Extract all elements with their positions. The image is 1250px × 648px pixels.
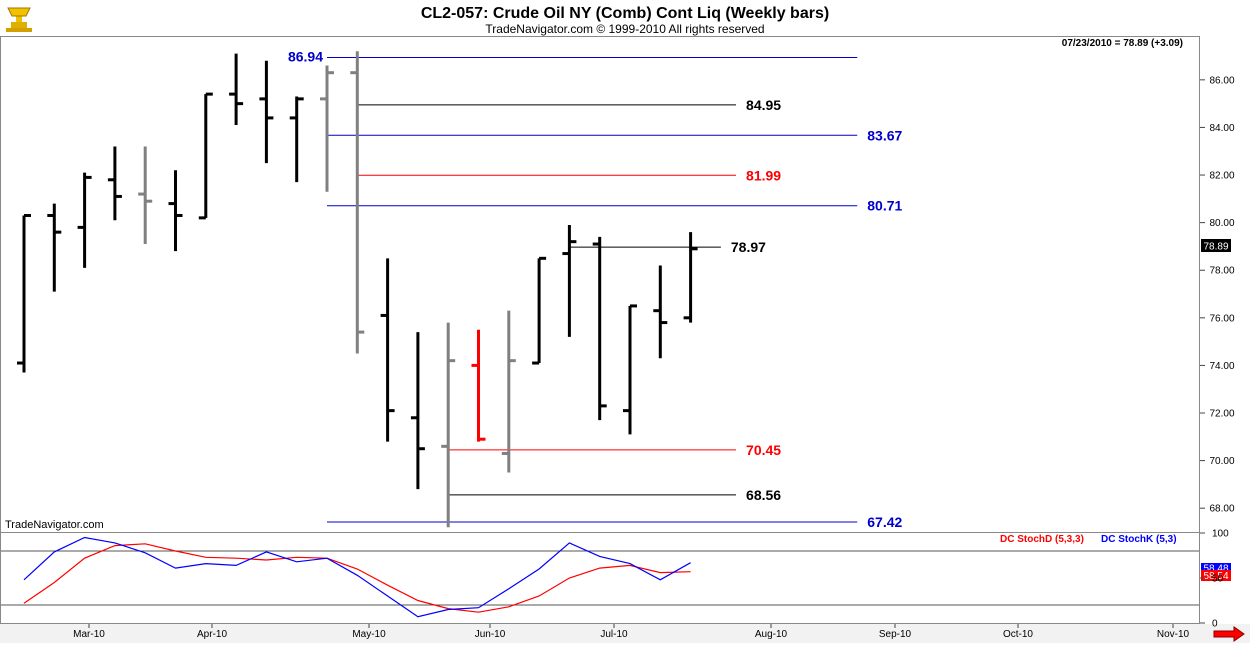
svg-text:78.89: 78.89 [1203,242,1228,253]
price-axis-label: 76.00 [1209,313,1234,324]
ohlc-bar [501,310,516,473]
date-axis-label: Oct-10 [1003,629,1033,640]
ohlc-bar [168,170,183,252]
date-axis-label: Jul-10 [600,629,628,640]
ohlc-bar [592,236,607,421]
level-label: 84.95 [746,97,781,113]
price-axis-label: 78.00 [1209,266,1234,277]
price-axis-label: 80.00 [1209,218,1234,229]
stoch-legend-k: DC StochK (5,3) [1101,534,1177,545]
levels-layer: 86.94 84.95 83.67 81.99 80.71 78.97 70.45 68.56… [288,48,903,530]
stoch-panel-border [0,532,1200,624]
price-axis-label: 84.00 [1209,123,1234,134]
ohlc-bar [289,96,304,183]
ohlc-bar [471,329,486,442]
bars-layer [17,51,698,528]
price-axis-label: 86.00 [1209,75,1234,86]
scroll-right-arrow-icon[interactable] [1213,626,1245,642]
ohlc-bar [623,304,637,435]
stoch-axis-label: 50 [1212,574,1224,585]
ohlc-bar [653,265,668,359]
price-axis-label: 82.00 [1209,171,1234,182]
level-label: 70.45 [746,442,781,458]
ohlc-bar [47,203,62,292]
price-axis-label: 74.00 [1209,361,1234,372]
stoch-readout-k: 58.48 [1203,564,1228,575]
level-label: 83.67 [867,127,902,143]
level-label: 86.94 [288,48,323,64]
stoch-readout-d-tag [1201,570,1231,581]
level-label: 81.99 [746,167,781,183]
stoch-axis-label: 100 [1212,529,1229,540]
ohlc-bar [562,225,577,337]
date-axis-label: Aug-10 [755,629,788,640]
date-axis-label: May-10 [352,629,386,640]
ohlc-bar [229,53,244,126]
date-axis-label: Apr-10 [197,629,227,640]
date-axis-label: Sep-10 [879,629,912,640]
price-axis-label: 70.00 [1209,456,1234,467]
logo-icon [6,7,32,32]
ohlc-bar [77,172,92,268]
stoch-series-line [23,536,691,618]
ohlc-bar [198,92,213,220]
stoch-readout-d: 58.54 [1203,571,1228,582]
date-axis-label: Jun-10 [475,629,506,640]
ohlc-bar [138,146,153,245]
stoch-legend-d: DC StochD (5,3,3) [1000,534,1084,545]
ohlc-bar [350,51,365,354]
date-axis-label: Nov-10 [1157,629,1190,640]
ohlc-bar [441,322,456,528]
copyright-text: TradeNavigator.com © 1999-2010 All right… [485,22,764,36]
stoch-axis-label: 0 [1212,619,1218,630]
watermark-text: TradeNavigator.com [5,519,104,531]
ohlc-bar [107,146,122,221]
stoch-series-line [23,543,691,613]
ohlc-bar [17,213,31,373]
price-axis-label: 72.00 [1209,409,1234,420]
ohlc-bar [259,60,274,164]
ohlc-bar [320,65,334,192]
axes-layer: 68.00 70.00 72.00 74.00 76.00 78.00 80.00 82.00… [73,75,1235,640]
last-price-tag: 78.89 [1201,239,1231,253]
level-label: 78.97 [731,239,766,255]
ohlc-bar [380,258,395,442]
stoch-layer: DC StochD (5,3,3) DC StochK (5,3) 58.4858.… [1,534,1231,618]
date-axis-band [0,624,1250,643]
stoch-readout-k-tag [1201,563,1231,573]
ohlc-bar [532,256,547,365]
ohlc-bar [683,232,698,323]
level-label: 67.42 [867,514,902,530]
level-label: 80.71 [867,198,902,214]
last-price-info: 07/23/2010 = 78.89 (+3.09) [1062,38,1183,49]
level-label: 68.56 [746,487,781,503]
ohlc-bar [410,332,425,490]
chart-title: CL2-057: Crude Oil NY (Comb) Cont Liq (W… [421,5,829,22]
date-axis-label: Mar-10 [73,629,105,640]
price-axis-label: 68.00 [1209,504,1234,515]
